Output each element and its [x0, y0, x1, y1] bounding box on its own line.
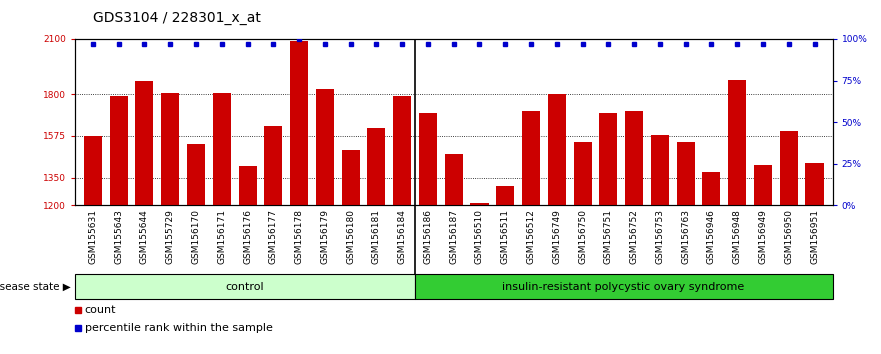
Bar — [239, 166, 256, 205]
Text: GSM156512: GSM156512 — [527, 209, 536, 264]
Bar — [729, 80, 746, 205]
Bar — [419, 113, 437, 205]
Bar — [415, 274, 833, 299]
Bar — [574, 142, 591, 205]
Text: GSM156950: GSM156950 — [784, 209, 793, 264]
Bar — [342, 150, 359, 205]
Text: GSM156752: GSM156752 — [630, 209, 639, 264]
Text: GSM156749: GSM156749 — [552, 209, 561, 264]
Bar — [599, 113, 618, 205]
Text: GSM156951: GSM156951 — [810, 209, 819, 264]
Text: insulin-resistant polycystic ovary syndrome: insulin-resistant polycystic ovary syndr… — [502, 282, 744, 292]
Text: GSM156753: GSM156753 — [655, 209, 664, 264]
Bar — [212, 92, 231, 205]
Text: GSM155644: GSM155644 — [140, 209, 149, 263]
Text: disease state ▶: disease state ▶ — [0, 282, 70, 292]
Bar — [651, 135, 669, 205]
Text: GSM156510: GSM156510 — [475, 209, 484, 264]
Text: GSM156179: GSM156179 — [321, 209, 329, 264]
Bar — [136, 81, 153, 205]
Bar — [161, 92, 179, 205]
Bar — [316, 89, 334, 205]
Bar — [780, 131, 798, 205]
Bar — [470, 204, 488, 205]
Bar — [522, 111, 540, 205]
Text: GSM156946: GSM156946 — [707, 209, 716, 264]
Text: GSM156184: GSM156184 — [397, 209, 407, 264]
Text: GSM156186: GSM156186 — [424, 209, 433, 264]
Text: GSM156763: GSM156763 — [681, 209, 690, 264]
Bar — [109, 96, 128, 205]
Text: control: control — [226, 282, 264, 292]
Text: GDS3104 / 228301_x_at: GDS3104 / 228301_x_at — [93, 11, 261, 25]
Bar — [445, 154, 463, 205]
Bar — [290, 41, 308, 205]
Bar — [496, 186, 515, 205]
Text: GSM156751: GSM156751 — [603, 209, 613, 264]
Text: GSM156948: GSM156948 — [733, 209, 742, 264]
Text: GSM155729: GSM155729 — [166, 209, 174, 264]
Bar — [187, 144, 205, 205]
Text: GSM156949: GSM156949 — [759, 209, 767, 264]
Bar — [367, 128, 385, 205]
Text: GSM155631: GSM155631 — [88, 209, 98, 264]
Bar — [393, 96, 411, 205]
Bar — [702, 172, 721, 205]
Bar — [626, 111, 643, 205]
Text: GSM156181: GSM156181 — [372, 209, 381, 264]
Text: count: count — [85, 305, 116, 315]
Text: GSM156180: GSM156180 — [346, 209, 355, 264]
Bar — [548, 95, 566, 205]
Text: GSM156750: GSM156750 — [578, 209, 587, 264]
Text: GSM156176: GSM156176 — [243, 209, 252, 264]
Text: GSM156171: GSM156171 — [218, 209, 226, 264]
Bar — [754, 165, 772, 205]
Text: GSM156177: GSM156177 — [269, 209, 278, 264]
Text: GSM156170: GSM156170 — [191, 209, 201, 264]
Text: GSM156511: GSM156511 — [500, 209, 510, 264]
Bar — [264, 126, 282, 205]
Bar — [75, 274, 415, 299]
Bar — [677, 142, 695, 205]
Bar — [84, 136, 102, 205]
Text: percentile rank within the sample: percentile rank within the sample — [85, 323, 273, 333]
Bar — [805, 163, 824, 205]
Text: GSM156178: GSM156178 — [294, 209, 304, 264]
Text: GSM156187: GSM156187 — [449, 209, 458, 264]
Text: GSM155643: GSM155643 — [115, 209, 123, 264]
